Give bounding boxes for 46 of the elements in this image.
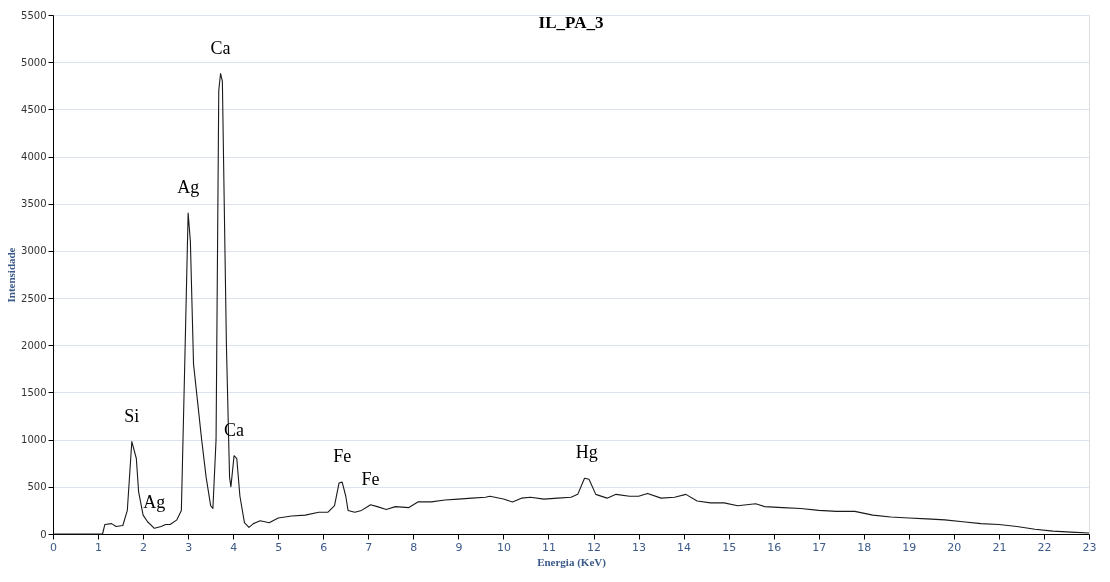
annotation: Si xyxy=(124,405,140,426)
x-tick-label: 9 xyxy=(455,540,463,554)
x-tick-label: 0 xyxy=(50,540,57,554)
y-tick-label: 5500 xyxy=(21,9,47,21)
x-tick-label: 22 xyxy=(1037,540,1052,554)
y-axis-title: Intensidade xyxy=(5,247,18,303)
x-tick-label: 5 xyxy=(275,540,283,554)
x-tick-label: 18 xyxy=(857,540,872,554)
y-tick-label: 5000 xyxy=(21,56,47,68)
x-tick-label: 3 xyxy=(185,540,193,554)
x-tick-label: 20 xyxy=(947,540,962,554)
annotation: Fe xyxy=(333,446,352,467)
annotation: Fe xyxy=(361,468,380,489)
y-tick-label: 1500 xyxy=(21,386,47,398)
x-tick-label: 17 xyxy=(812,540,827,554)
y-tick-label: 3500 xyxy=(21,198,47,210)
x-tick-label: 10 xyxy=(496,540,511,554)
y-tick-label: 2000 xyxy=(21,339,47,351)
x-tick-label: 14 xyxy=(677,540,692,554)
x-tick-label: 15 xyxy=(722,540,737,554)
x-tick-label: 12 xyxy=(587,540,602,554)
y-tick-label: 4500 xyxy=(21,103,47,115)
y-tick-label: 0 xyxy=(40,528,47,540)
annotation: Ag xyxy=(177,177,200,198)
x-tick-label: 4 xyxy=(230,540,238,554)
x-tick-label: 21 xyxy=(992,540,1007,554)
x-tick-label: 16 xyxy=(767,540,782,554)
x-tick-label: 7 xyxy=(365,540,373,554)
x-tick-label: 13 xyxy=(632,540,647,554)
x-tick-label: 11 xyxy=(541,540,556,554)
x-tick-label: 6 xyxy=(320,540,328,554)
annotation: Ca xyxy=(210,37,231,58)
y-tick-label: 500 xyxy=(27,481,47,493)
annotation: Ag xyxy=(143,492,166,513)
y-tick-label: 1000 xyxy=(21,434,47,446)
chart-title: IL_PA_3 xyxy=(538,13,604,32)
x-tick-label: 1 xyxy=(95,540,103,554)
annotation: Hg xyxy=(575,442,598,463)
x-tick-label: 23 xyxy=(1082,540,1097,554)
x-tick-label: 8 xyxy=(410,540,418,554)
x-tick-label: 2 xyxy=(140,540,148,554)
y-tick-label: 4000 xyxy=(21,151,47,163)
x-tick-label: 19 xyxy=(902,540,917,554)
y-tick-label: 3000 xyxy=(21,245,47,257)
y-tick-label: 2500 xyxy=(21,292,47,304)
x-axis-title: Energia (KeV) xyxy=(537,555,607,569)
